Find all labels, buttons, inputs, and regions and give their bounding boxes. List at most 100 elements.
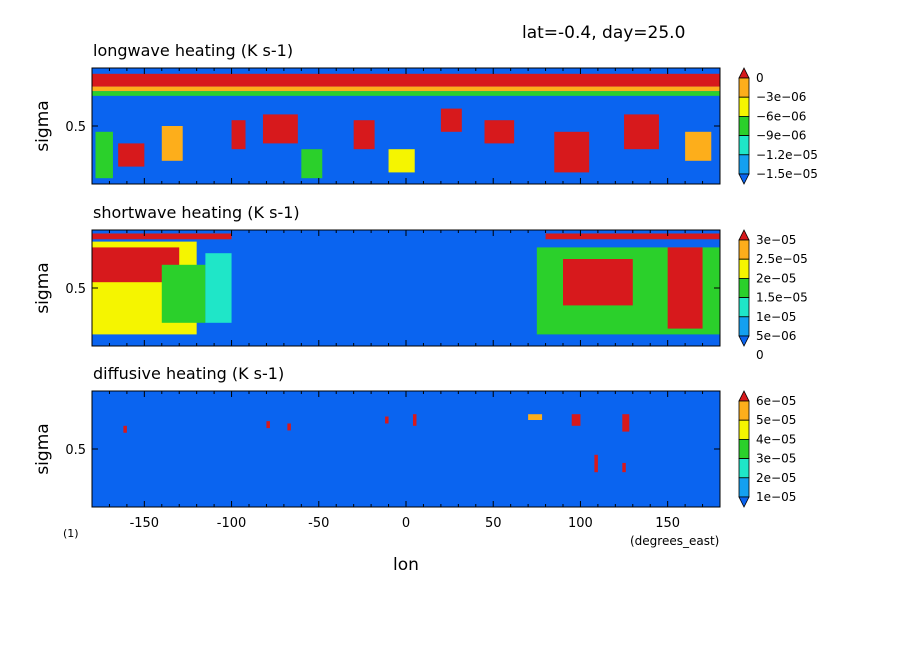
heatmap-cell xyxy=(92,91,720,96)
colorbar-label: −1.2e−05 xyxy=(756,148,818,162)
colorbar-label: 3e−05 xyxy=(756,233,796,247)
heatmap-cell xyxy=(161,264,206,323)
heatmap-cell xyxy=(231,120,246,150)
panel-2: diffusive heating (K s-1) sigma 0.5 -150 -10… xyxy=(33,364,796,531)
heatmap-field xyxy=(92,68,720,184)
x-tick-label: 50 xyxy=(485,516,502,531)
panel-0: longwave heating (K s-1) sigma 0.5 0 −3e−06 −… xyxy=(33,41,818,185)
colorbar-segment xyxy=(738,154,750,175)
heatmap-cell xyxy=(262,114,298,144)
colorbar-label: 2.5e−05 xyxy=(756,252,808,266)
colorbar-segment xyxy=(738,258,750,279)
heatmap-cell xyxy=(554,131,590,173)
x-tick-label: 0 xyxy=(402,516,410,531)
panel-title: longwave heating (K s-1) xyxy=(93,41,293,60)
heatmap-cell xyxy=(624,114,659,150)
colorbar-label: −6e−06 xyxy=(756,109,806,123)
colorbar-label: 0 xyxy=(756,71,764,85)
heatmap-cell xyxy=(118,143,145,167)
y-axis-label: sigma xyxy=(33,100,53,151)
heatmap-cell xyxy=(685,131,712,161)
heatmap-cell xyxy=(563,259,633,306)
heatmap-cell xyxy=(622,462,626,473)
colorbar-top-arrow xyxy=(738,390,750,402)
heatmap-cell xyxy=(205,253,232,323)
panel-title: shortwave heating (K s-1) xyxy=(93,203,300,222)
colorbar-segment xyxy=(738,135,750,156)
heatmap-cell xyxy=(301,149,323,179)
y-axis-label: sigma xyxy=(33,423,53,474)
x-tick-label: 100 xyxy=(568,516,593,531)
x-tick-label: -150 xyxy=(130,516,160,531)
colorbar-segment xyxy=(738,400,750,421)
colorbar-label: 4e−05 xyxy=(756,432,796,446)
x-units: (degrees_east) xyxy=(630,534,719,548)
colorbar-segment xyxy=(738,116,750,137)
x-tick-label: -50 xyxy=(308,516,329,531)
heatmap-cell xyxy=(571,414,581,426)
colorbar-segment xyxy=(738,96,750,117)
heatmap-cell xyxy=(385,416,389,424)
panel-title: diffusive heating (K s-1) xyxy=(93,364,284,383)
heatmap-field xyxy=(92,230,720,346)
colorbar-label: 5e−06 xyxy=(756,329,796,343)
colorbar-bottom-arrow xyxy=(738,335,750,347)
heatmap-cell xyxy=(123,425,127,433)
colorbar-segment xyxy=(738,77,750,98)
colorbar-label: 0 xyxy=(756,348,764,362)
colorbar-label: −1.5e−05 xyxy=(756,167,818,181)
colorbar-segment xyxy=(738,419,750,440)
colorbar-segment xyxy=(738,277,750,298)
colorbar-top-arrow xyxy=(738,67,750,79)
heatmap-cell xyxy=(528,414,543,420)
figure-header: lat=-0.4, day=25.0 xyxy=(522,23,685,43)
colorbar-label: 3e−05 xyxy=(756,452,796,466)
heatmap-cell xyxy=(667,247,703,329)
colorbar-segment xyxy=(738,458,750,479)
colorbar-label: −9e−06 xyxy=(756,129,806,143)
heatmap-cell xyxy=(622,414,630,432)
heatmap-cell xyxy=(484,120,515,144)
heatmap-cell xyxy=(92,73,720,87)
colorbar-label: 6e−05 xyxy=(756,394,796,408)
colorbar-segment xyxy=(738,477,750,498)
heatmap-cell xyxy=(440,108,462,132)
colorbar-label: −3e−06 xyxy=(756,90,806,104)
colorbar-bottom-arrow xyxy=(738,496,750,508)
heatmap-background xyxy=(92,391,720,507)
heatmap-cell xyxy=(287,423,291,431)
figure-number: (1) xyxy=(63,527,79,540)
colorbar-label: 2e−05 xyxy=(756,471,796,485)
colorbar-top-arrow xyxy=(738,229,750,241)
colorbar-label: 1e−05 xyxy=(756,310,796,324)
y-tick-label: 0.5 xyxy=(65,120,86,135)
colorbar-segment xyxy=(738,316,750,337)
heatmap-cell xyxy=(92,233,232,240)
x-tick-label: 150 xyxy=(655,516,680,531)
y-tick-label: 0.5 xyxy=(65,443,86,458)
x-axis-label: lon xyxy=(393,555,419,575)
colorbar-segment xyxy=(738,438,750,459)
colorbar-label: 5e−05 xyxy=(756,413,796,427)
heatmap-cell xyxy=(92,86,720,92)
heatmap-cell xyxy=(594,454,598,473)
colorbar-segment xyxy=(738,297,750,318)
colorbar-label: 2e−05 xyxy=(756,271,796,285)
heatmap-field xyxy=(92,391,720,507)
heatmap-cell xyxy=(161,126,183,161)
colorbar-label: 1.5e−05 xyxy=(756,291,808,305)
y-axis-label: sigma xyxy=(33,262,53,313)
colorbar-label: 1e−05 xyxy=(756,490,796,504)
heatmap-cell xyxy=(545,233,720,240)
colorbar-segment xyxy=(738,239,750,260)
x-tick-label: -100 xyxy=(217,516,247,531)
y-tick-label: 0.5 xyxy=(65,282,86,297)
heatmap-cell xyxy=(353,120,375,150)
colorbar-bottom-arrow xyxy=(738,173,750,185)
heatmap-cell xyxy=(95,131,113,179)
panel-1: shortwave heating (K s-1) sigma 0.5 3e−05 2.… xyxy=(33,203,808,362)
heatmap-cell xyxy=(388,149,415,173)
heatmap-cell xyxy=(412,414,417,426)
heatmap-cell xyxy=(266,421,270,429)
